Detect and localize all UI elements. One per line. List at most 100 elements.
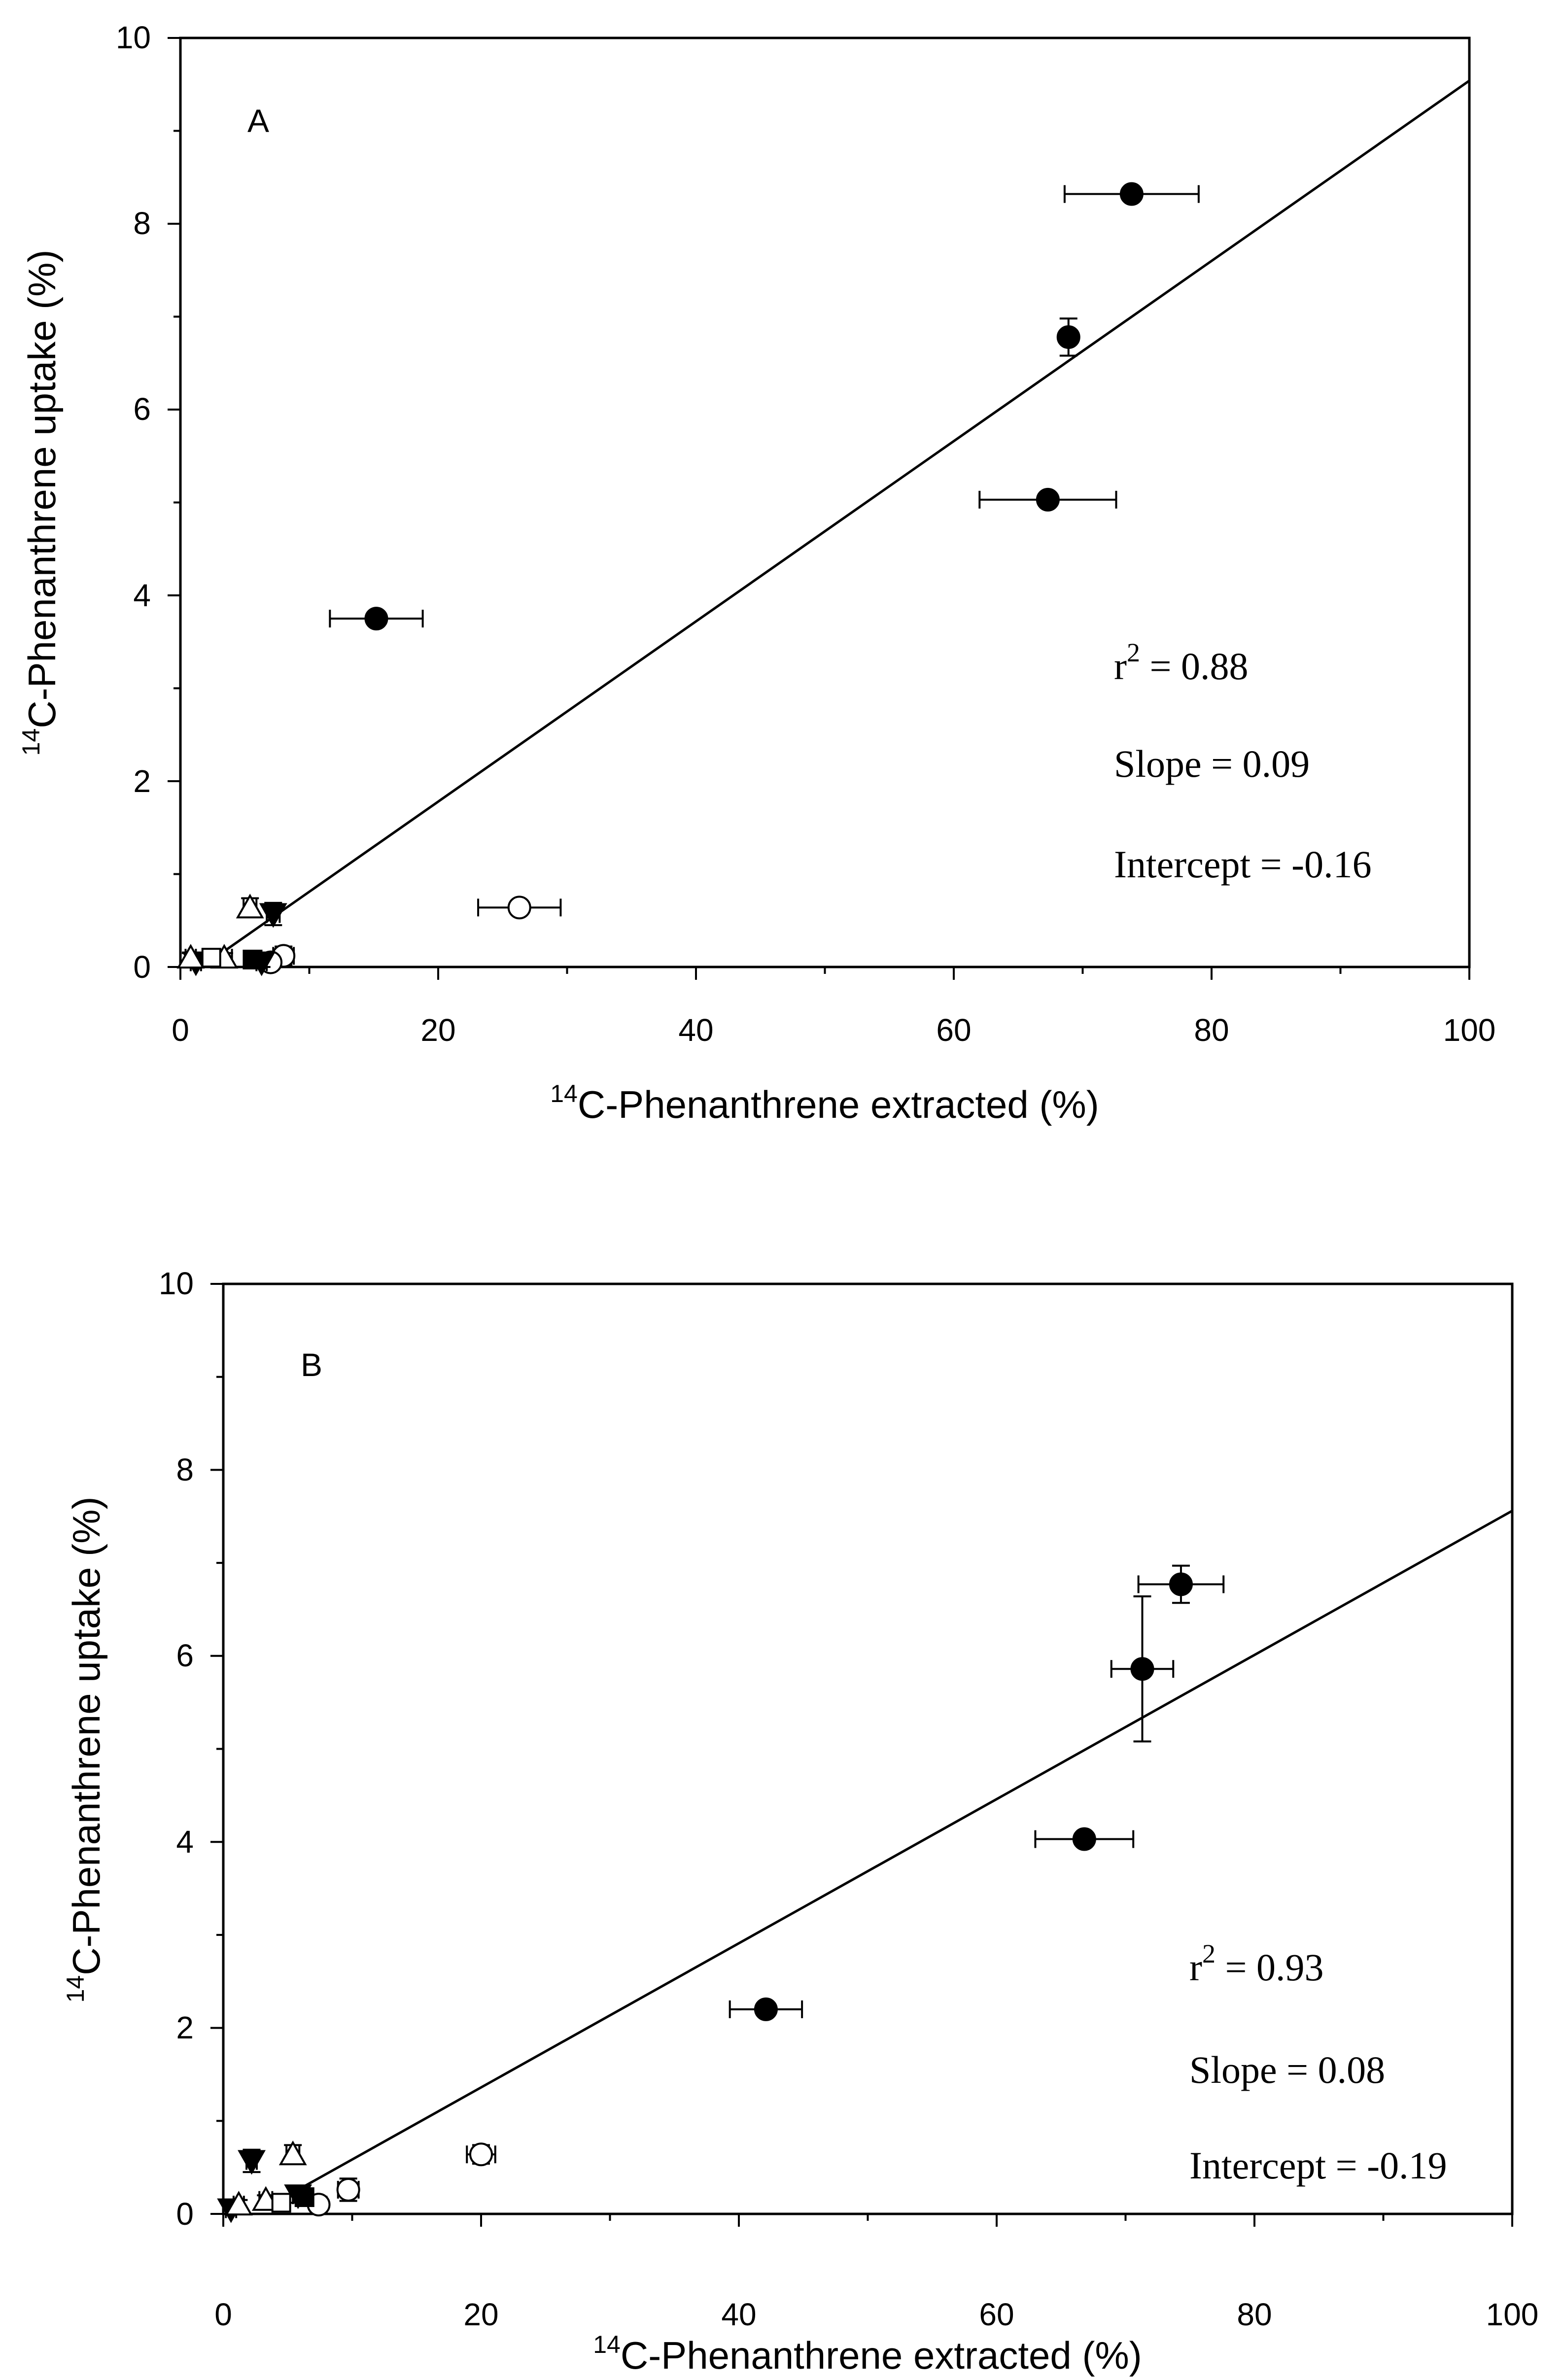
panel-b-marker-circle-open	[336, 2177, 360, 2202]
panel-a-data-point	[1056, 317, 1080, 357]
panel-b-marker-triangle-down-filled	[238, 2150, 266, 2175]
panel-a-marker-square-filled	[243, 949, 263, 969]
panel-a-xtick-label: 20	[420, 1012, 455, 1048]
panel-b-ytick-label: 4	[176, 1824, 194, 1860]
panel-a-data-point	[259, 901, 287, 928]
panel-a-data-point	[176, 944, 205, 969]
panel-a-ytick-label: 6	[133, 391, 151, 427]
panel-b-ytick-label: 10	[159, 1266, 194, 1301]
panel-b-y-axis-title: 14C-Phenanthrene uptake (%)	[62, 1497, 108, 2003]
panel-b-data-point	[224, 2191, 253, 2216]
panel-b-r-squared-prefix: r	[1189, 1946, 1202, 1989]
panel-b-data-point	[294, 2187, 314, 2208]
panel-b-marker-triangle-up-open	[224, 2191, 253, 2216]
panel-a-r-squared-sup: 2	[1127, 638, 1140, 667]
panel-b-data-point	[1137, 1564, 1225, 1604]
panel-b-marker-square-open	[271, 2193, 291, 2213]
panel-a-ytick-label: 2	[133, 763, 151, 799]
panel-a-xtick-label: 60	[936, 1012, 971, 1048]
panel-b-ytick-label: 2	[176, 2010, 194, 2045]
panel-a-marker-triangle-up-open	[176, 944, 205, 969]
panel-a-marker-circle-filled	[1119, 182, 1144, 206]
panel-b-data-point	[271, 2193, 291, 2213]
panel-a-x-axis-title-sup: 14	[550, 1080, 578, 1107]
panel-b-marker-circle-filled	[1169, 1572, 1193, 1596]
panel-b-r-squared-value: = 0.93	[1216, 1946, 1324, 1989]
panel-a-data-point	[201, 948, 221, 968]
panel-b-marker-circle-filled	[1130, 1657, 1154, 1681]
panel-a-data-point	[477, 896, 562, 920]
panel-b-xtick-label: 0	[214, 2297, 232, 2332]
panel-b-y-axis-title-text: C-Phenanthrene uptake (%)	[65, 1497, 108, 1975]
panel-b-r-squared-sup: 2	[1202, 1939, 1216, 1968]
panel-b-data-point	[238, 2148, 266, 2175]
panel-b-plot-area	[210, 1282, 1514, 2227]
panel-b-x-axis-title-text: C-Phenanthrene extracted (%)	[621, 2334, 1142, 2377]
panel-b-data-point	[466, 2142, 496, 2167]
panel-a-y-axis-title-sup: 14	[17, 728, 45, 756]
panel-a-intercept: Intercept = -0.16	[1114, 843, 1372, 886]
panel-b-ytick-label: 6	[176, 1638, 194, 1673]
panel-b-data-point	[729, 1997, 803, 2021]
panel-b-ytick-labels: 0 2 4 6 8 10	[159, 1266, 194, 2232]
panel-a-data-point	[329, 607, 424, 631]
panel-a-r-squared-value: = 0.88	[1140, 645, 1249, 688]
panel-a-r-squared: r2 = 0.88	[1114, 638, 1248, 688]
panel-a-marker-square-open	[201, 948, 221, 968]
panel-b-r-squared: r2 = 0.93	[1189, 1939, 1323, 1989]
panel-b-intercept: Intercept = -0.19	[1189, 2144, 1447, 2187]
panel-a-marker-triangle-up-open	[236, 894, 264, 919]
panel-b-xtick-label: 20	[463, 2297, 498, 2332]
panel-a-label: A	[247, 103, 269, 139]
panel-a-marker-circle-filled	[1056, 325, 1080, 349]
panel-b-slope: Slope = 0.08	[1189, 2048, 1385, 2091]
panel-a-marker-circle-filled	[1036, 487, 1060, 512]
panel-a-y-axis-title-text: C-Phenanthrene uptake (%)	[20, 250, 64, 728]
panel-b-marker-circle-filled	[754, 1997, 778, 2021]
panel-a-marker-triangle-down-filled	[259, 903, 287, 928]
panel-b-ytick-label: 8	[176, 1452, 194, 1487]
panel-a-xtick-labels: 0 20 40 60 80 100	[172, 1012, 1495, 1048]
panel-b-xtick-labels: 0 20 40 60 80 100	[214, 2297, 1538, 2332]
panel-a-marker-circle-filled	[364, 607, 388, 631]
panel-a-r-squared-prefix: r	[1114, 645, 1127, 688]
panel-a-data-point	[236, 894, 264, 919]
panel-a-xtick-label: 0	[172, 1012, 189, 1048]
panel-a-y-axis-title: 14C-Phenanthrene uptake (%)	[17, 250, 64, 756]
panel-a-stats: r2 = 0.88 Slope = 0.09 Intercept = -0.16	[1114, 638, 1372, 886]
panel-b-stats: r2 = 0.93 Slope = 0.08 Intercept = -0.19	[1189, 1939, 1447, 2187]
panel-b-label: B	[301, 1346, 322, 1383]
panel-a-x-axis-title: 14C-Phenanthrene extracted (%)	[550, 1080, 1099, 1126]
panel-b-xtick-label: 40	[721, 2297, 756, 2332]
panel-a-xtick-label: 40	[678, 1012, 713, 1048]
panel-a-ytick-label: 10	[116, 20, 151, 55]
panel-b-marker-circle-filled	[1072, 1827, 1096, 1851]
panel-a-marker-circle-open	[507, 896, 531, 920]
panel-b-ytick-label: 0	[176, 2196, 194, 2232]
panel-a-ytick-label: 8	[133, 206, 151, 241]
panel-b-x-axis-title: 14C-Phenanthrene extracted (%)	[593, 2331, 1142, 2377]
panel-b-data-point	[278, 2140, 307, 2166]
panel-a-data-point	[1063, 182, 1200, 206]
panel-b-x-axis-title-sup: 14	[593, 2331, 621, 2358]
panel-b-data-point	[336, 2177, 360, 2202]
panel-b: 0 20 40 60 80 100 0 2 4 6 8 10 14C-Phena…	[62, 1266, 1538, 2377]
panel-a-ytick-labels: 0 2 4 6 8 10	[116, 20, 151, 985]
panel-a-slope: Slope = 0.09	[1114, 742, 1310, 785]
panel-a-xtick-label: 80	[1194, 1012, 1229, 1048]
panel-b-y-axis-title-sup: 14	[62, 1975, 89, 2003]
panel-b-xtick-label: 60	[979, 2297, 1014, 2332]
panel-b-xtick-label: 80	[1237, 2297, 1272, 2332]
panel-a-x-axis-title-text: C-Phenanthrene extracted (%)	[578, 1083, 1099, 1126]
panel-b-regression-line	[274, 1510, 1513, 2204]
panel-a-xtick-label: 100	[1443, 1012, 1496, 1048]
panel-a-data-point	[243, 949, 263, 969]
panel-a-regression-line	[218, 79, 1470, 956]
panel-a-ytick-label: 0	[133, 949, 151, 985]
panel-b-data-point	[1110, 1595, 1175, 1743]
panel-b-xtick-label: 100	[1486, 2297, 1539, 2332]
panel-b-marker-square-filled	[294, 2187, 314, 2208]
panel-a-data-point	[978, 487, 1117, 512]
